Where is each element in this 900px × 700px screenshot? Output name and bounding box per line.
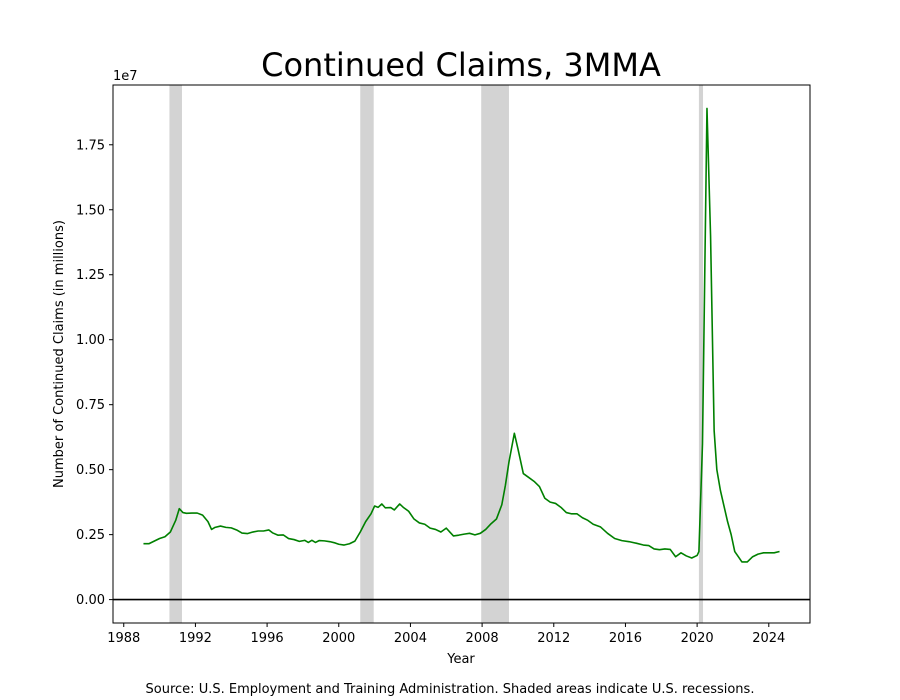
recession-bands: [169, 85, 704, 623]
source-note: Source: U.S. Employment and Training Adm…: [146, 682, 755, 697]
y-tick-label-6: 1.50: [76, 203, 105, 218]
x-axis-title: Year: [446, 652, 475, 667]
y-axis: 0.00 0.25 0.50 0.75 1.00 1.25 1.50 1.75: [76, 138, 113, 608]
y-axis-title: Number of Continued Claims (in millions): [52, 220, 67, 488]
x-tick-label-1: 1992: [179, 631, 212, 646]
y-scale-label: 1e7: [113, 69, 138, 84]
x-tick-label-4: 2004: [394, 631, 427, 646]
recession-band-0: [169, 85, 182, 623]
x-tick-label-8: 2020: [681, 631, 714, 646]
y-tick-label-0: 0.00: [76, 593, 105, 608]
x-tick-label-5: 2008: [466, 631, 499, 646]
x-tick-label-3: 2000: [322, 631, 355, 646]
recession-band-3: [698, 85, 704, 623]
x-tick-label-2: 1996: [251, 631, 284, 646]
recession-band-1: [360, 85, 374, 623]
y-tick-label-5: 1.25: [76, 268, 105, 283]
series-line-0: [143, 107, 780, 563]
y-tick-label-7: 1.75: [76, 138, 105, 153]
y-tick-label-2: 0.50: [76, 463, 105, 478]
plot-frame: [112, 84, 811, 624]
y-tick-label-1: 0.25: [76, 528, 105, 543]
x-tick-label-6: 2012: [537, 631, 570, 646]
x-tick-label-7: 2016: [609, 631, 642, 646]
y-tick-label-4: 1.00: [76, 333, 105, 348]
x-tick-label-0: 1988: [107, 631, 140, 646]
x-axis: 1988 1992 1996 2000 2004 2008 2012 2016 2020 2024: [107, 623, 785, 646]
series-group: [143, 107, 780, 563]
chart-title: Continued Claims, 3MMA: [261, 46, 661, 84]
recession-band-2: [481, 85, 509, 623]
x-tick-label-9: 2024: [752, 631, 785, 646]
y-tick-label-3: 0.75: [76, 398, 105, 413]
